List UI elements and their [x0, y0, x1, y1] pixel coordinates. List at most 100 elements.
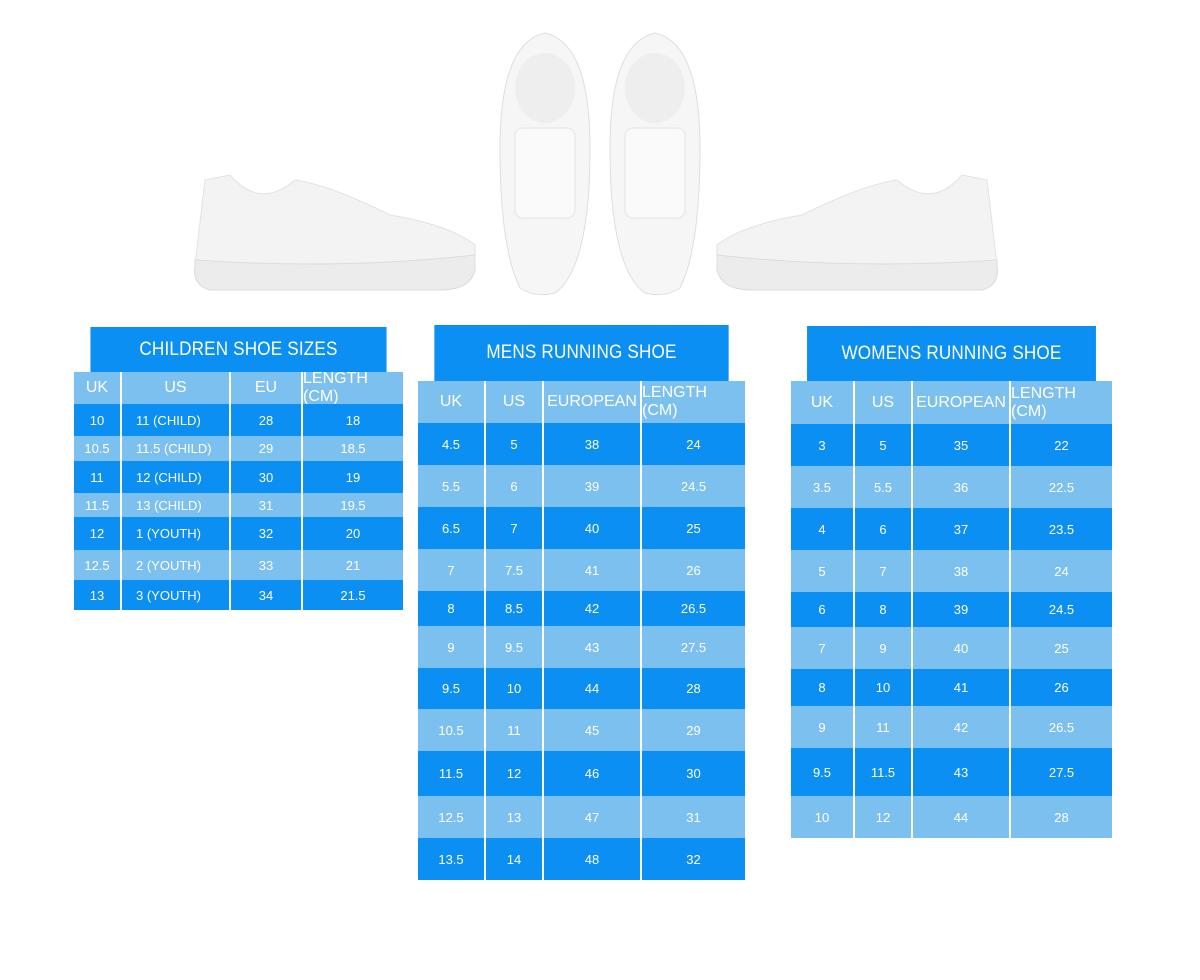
table-cell: 7: [486, 507, 544, 549]
table-cell: 12 (CHILD): [122, 461, 231, 493]
table-cell: 25: [686, 520, 701, 536]
column-header: US: [855, 381, 913, 424]
table-cell: 28: [1054, 809, 1069, 825]
table-cell: 8: [791, 669, 855, 706]
table-cell: 12.5: [74, 550, 122, 580]
table-row: 12.5 2 (YOUTH) 33 21: [74, 550, 403, 580]
table-cell: 11 (CHILD): [122, 404, 231, 436]
table-cell: 11.5: [855, 748, 913, 796]
table-row: 12 1 (YOUTH) 32 20: [74, 517, 403, 550]
table-cell: 11.5: [74, 493, 122, 517]
table-row: 10.5 11 45 29: [418, 709, 745, 751]
table-cell: 4.5: [418, 423, 486, 465]
table-cell: 33: [231, 550, 303, 580]
table-cell: 35: [913, 424, 1011, 466]
table-cell: 24.5: [1048, 602, 1075, 617]
table-cell: 48: [544, 838, 642, 880]
table-cell: 11.5 (CHILD): [122, 436, 231, 461]
table-row: 9.5 11.5 43 27.5: [791, 748, 1112, 796]
table-cell: 11: [74, 461, 122, 493]
table-cell: 24: [686, 436, 701, 452]
table-cell: 21.5: [340, 587, 366, 603]
table-cell: 31: [231, 493, 303, 517]
table-cell: 36: [913, 466, 1011, 508]
table-cell: 3: [791, 424, 855, 466]
table-cell: 11.5: [418, 751, 486, 796]
table-cell: 30: [231, 461, 303, 493]
table-cell: 42: [913, 706, 1011, 748]
table-cell: 9: [791, 706, 855, 748]
column-header: EUROPEAN: [913, 381, 1011, 424]
table-cell: 21: [345, 557, 361, 573]
table-cell: 38: [913, 550, 1011, 592]
table-cell: 24.5: [680, 478, 707, 494]
table-row: 6.5 7 40 25: [418, 507, 745, 549]
column-header: EUROPEAN: [544, 381, 642, 423]
table-cell: 7: [791, 627, 855, 669]
table-cell: 6.5: [418, 507, 486, 549]
table-cell: 4: [791, 508, 855, 550]
table-row: 8 10 41 26: [791, 669, 1112, 706]
table-cell: 25: [1054, 640, 1069, 656]
sneaker-top-right-image: [609, 32, 701, 296]
column-header: UK: [74, 372, 122, 404]
table-row: 13 3 (YOUTH) 34 21.5: [74, 580, 403, 610]
table-cell: 30: [686, 766, 701, 781]
table-cell: 32: [686, 851, 701, 867]
table-cell: 10.5: [74, 436, 122, 461]
table-row: 4 6 37 23.5: [791, 508, 1112, 550]
column-header-row: UK US EUROPEAN LENGTH (CM): [791, 381, 1112, 424]
table-cell: 29: [231, 436, 303, 461]
column-header: UK: [418, 381, 486, 423]
table-cell: 3.5: [791, 466, 855, 508]
table-cell: 12.5: [418, 796, 486, 838]
column-header: US: [486, 381, 544, 423]
table-cell: 19: [345, 469, 361, 485]
table-cell: 10: [791, 796, 855, 838]
children-size-table: CHILDREN SHOE SIZES UK US EU LENGTH (CM) 10 11…: [74, 327, 403, 610]
table-cell: 47: [544, 796, 642, 838]
table-cell: 13: [486, 796, 544, 838]
table-cell: 11: [855, 706, 913, 748]
table-cell: 20: [345, 526, 361, 541]
table-row: 8 8.5 42 26.5: [418, 591, 745, 626]
table-row: 13.5 14 48 32: [418, 838, 745, 880]
table-cell: 9: [418, 626, 486, 668]
table-cell: 9.5: [791, 748, 855, 796]
table-cell: 13 (CHILD): [122, 493, 231, 517]
mens-table-title: MENS RUNNING SHOE: [434, 325, 729, 381]
table-cell: 11: [486, 709, 544, 751]
table-cell: 7: [418, 549, 486, 591]
table-cell: 27.5: [680, 639, 707, 655]
table-row: 10 11 (CHILD) 28 18: [74, 404, 403, 436]
table-cell: 22.5: [1048, 479, 1075, 495]
table-cell: 39: [544, 465, 642, 507]
table-cell: 5.5: [855, 466, 913, 508]
sneaker-side-right-image: [716, 174, 998, 291]
table-row: 6 8 39 24.5: [791, 592, 1112, 627]
table-cell: 1 (YOUTH): [122, 517, 231, 550]
table-cell: 5: [791, 550, 855, 592]
table-cell: 26.5: [680, 601, 707, 616]
table-row: 10.5 11.5 (CHILD) 29 18.5: [74, 436, 403, 461]
table-cell: 8: [855, 592, 913, 627]
table-cell: 6: [486, 465, 544, 507]
column-header: LENGTH (CM): [642, 384, 707, 419]
womens-size-table: WOMENS RUNNING SHOE UK US EUROPEAN LENGTH (C…: [791, 326, 1112, 838]
table-cell: 40: [544, 507, 642, 549]
table-cell: 45: [544, 709, 642, 751]
table-cell: 5.5: [418, 465, 486, 507]
table-cell: 7.5: [486, 549, 544, 591]
column-header: EU: [231, 372, 303, 404]
table-cell: 38: [544, 423, 642, 465]
table-cell: 28: [231, 404, 303, 436]
table-cell: 13.5: [418, 838, 486, 880]
table-cell: 27.5: [1048, 764, 1075, 780]
table-cell: 12: [74, 517, 122, 550]
table-cell: 37: [913, 508, 1011, 550]
table-cell: 9: [855, 627, 913, 669]
table-row: 11.5 12 46 30: [418, 751, 745, 796]
table-cell: 43: [913, 748, 1011, 796]
table-cell: 24: [1054, 563, 1069, 579]
table-cell: 12: [855, 796, 913, 838]
